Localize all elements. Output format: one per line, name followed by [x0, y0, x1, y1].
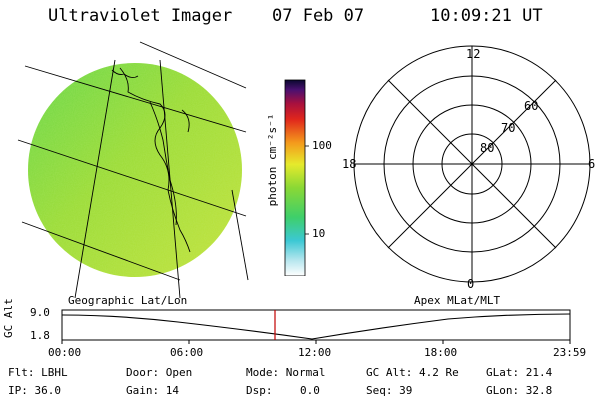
altitude-y-top-label: 9.0: [30, 306, 50, 319]
status-dsp-value: 0.0: [300, 384, 320, 397]
mlt-18-label: 18: [342, 157, 356, 171]
status-gain: Gain: 14: [126, 384, 179, 397]
altitude-strip-chart: [61, 309, 571, 344]
earth-disk-image: [17, 41, 249, 299]
colorbar: [284, 79, 309, 276]
time-tick-0000: 00:00: [48, 346, 82, 359]
mlat-80-label: 80: [480, 141, 494, 155]
status-glon: GLon: 32.8: [486, 384, 553, 397]
image-time: 10:09:21 UT: [430, 6, 543, 26]
polar-mlat-mlt-plot: 12 18 6 0 60 70 80: [342, 45, 595, 291]
status-mode: Mode: Normal: [246, 366, 326, 379]
mlt-6-label: 6: [588, 157, 595, 171]
status-door: Door: Open: [126, 366, 193, 379]
status-ip: IP: 36.0: [8, 384, 61, 397]
mlt-12-label: 12: [466, 47, 480, 61]
mlat-70-label: 70: [501, 121, 515, 135]
colorbar-tick-100: 100: [312, 139, 332, 152]
colorbar-tick-10: 10: [312, 227, 326, 240]
time-tick-1200: 12:00: [298, 346, 332, 359]
status-glat: GLat: 21.4: [486, 366, 553, 379]
colorbar-unit-label: photon cm⁻²s⁻¹: [266, 113, 279, 207]
time-tick-1800: 18:00: [424, 346, 458, 359]
time-tick-2359: 23:59: [553, 346, 587, 359]
instrument-title: Ultraviolet Imager: [48, 6, 233, 26]
status-filter: Flt: LBHL: [8, 366, 68, 379]
mlat-60-label: 60: [524, 99, 538, 113]
altitude-y-bottom-label: 1.8: [30, 329, 50, 342]
status-dsp-label: Dsp:: [246, 384, 273, 397]
right-panel-caption: Apex MLat/MLT: [414, 294, 501, 307]
time-tick-0600: 06:00: [170, 346, 204, 359]
status-gc-alt: GC Alt: 4.2 Re: [366, 366, 459, 379]
altitude-axis-label: GC Alt: [2, 298, 15, 338]
left-panel-caption: Geographic Lat/Lon: [68, 294, 188, 307]
status-seq: Seq: 39: [366, 384, 413, 397]
mlt-0-label: 0: [467, 277, 474, 291]
image-date: 07 Feb 07: [272, 6, 365, 26]
